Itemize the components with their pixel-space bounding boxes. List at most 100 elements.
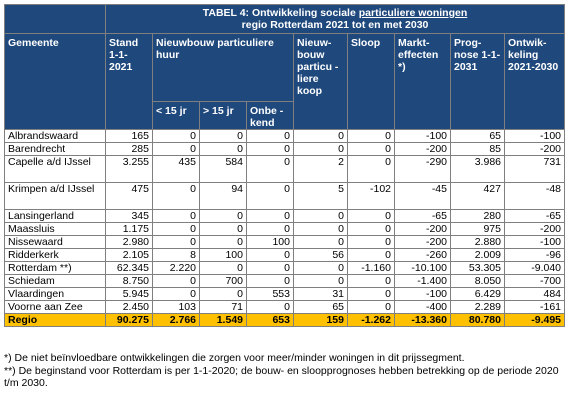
- cell-gt15: 71: [199, 300, 247, 314]
- cell-stand: 2.980: [105, 235, 153, 249]
- cell-stand: 1.175: [105, 222, 153, 236]
- cell-ontwikkeling: -65: [503, 209, 566, 223]
- cell-gt15: 700: [199, 274, 247, 288]
- cell-lt15: 0: [152, 274, 200, 288]
- title-underlined: particuliere woningen: [358, 7, 468, 19]
- cell-lt15: 0: [152, 222, 200, 236]
- cell-stand: 475: [105, 182, 153, 210]
- total-cell-prognose: 80.780: [450, 313, 505, 327]
- header-lt15: < 15 jr: [152, 101, 200, 130]
- cell-onbekend: 0: [246, 209, 294, 223]
- cell-koop: 0: [293, 235, 348, 249]
- cell-koop: 0: [293, 209, 348, 223]
- cell-gemeente: Barendrecht: [4, 142, 106, 156]
- header-prognose: Prog-nose 1-1-2031: [450, 33, 505, 130]
- table-row: Nissewaard 2.980 0 0 100 0 0 -200 2.880 -100: [4, 235, 566, 249]
- cell-onbekend: 0: [246, 248, 294, 262]
- cell-ontwikkeling: -96: [503, 248, 566, 262]
- total-cell-sloop: -1.262: [347, 313, 395, 327]
- cell-onbekend: 0: [246, 222, 294, 236]
- cell-prognose: 53.305: [450, 261, 505, 275]
- cell-prognose: 2.009: [450, 248, 505, 262]
- cell-onbekend: 0: [246, 129, 294, 143]
- header-sloop: Sloop: [347, 33, 395, 130]
- cell-ontwikkeling: -161: [503, 300, 566, 314]
- table-row: Albrandswaard 165 0 0 0 0 0 -100 65 -100: [4, 129, 566, 143]
- cell-gemeente: Nissewaard: [4, 235, 106, 249]
- cell-stand: 5.945: [105, 287, 153, 301]
- cell-lt15: 435: [152, 155, 200, 183]
- cell-gemeente: Capelle a/d IJssel: [4, 155, 106, 183]
- cell-koop: 2: [293, 155, 348, 183]
- table-row: Barendrecht 285 0 0 0 0 0 -200 85 -200: [4, 142, 566, 156]
- cell-prognose: 427: [450, 182, 505, 210]
- cell-gemeente: Albrandswaard: [4, 129, 106, 143]
- header-stand: Stand 1-1-2021: [105, 33, 153, 130]
- cell-gemeente: Rotterdam **): [4, 261, 106, 275]
- table-row: Maassluis 1.175 0 0 0 0 0 -200 975 -200: [4, 222, 566, 236]
- cell-lt15: 0: [152, 235, 200, 249]
- cell-sloop: 0: [347, 129, 395, 143]
- title-prefix: TABEL 4: Ontwikkeling sociale: [202, 7, 359, 19]
- cell-ontwikkeling: 484: [503, 287, 566, 301]
- cell-onbekend: 0: [246, 182, 294, 210]
- cell-koop: 0: [293, 129, 348, 143]
- header-gemeente: Gemeente: [4, 33, 106, 130]
- cell-ontwikkeling: -100: [503, 129, 566, 143]
- cell-onbekend: 0: [246, 155, 294, 183]
- cell-prognose: 6.429: [450, 287, 505, 301]
- cell-lt15: 0: [152, 129, 200, 143]
- cell-prognose: 3.986: [450, 155, 505, 183]
- cell-sloop: 0: [347, 248, 395, 262]
- cell-sloop: 0: [347, 209, 395, 223]
- cell-prognose: 65: [450, 129, 505, 143]
- header-gt15: > 15 jr: [199, 101, 247, 130]
- cell-koop: 0: [293, 274, 348, 288]
- table-row: Rotterdam **) 62.345 2.220 0 0 0 -1.160 -10.100…: [4, 261, 566, 275]
- cell-prognose: 280: [450, 209, 505, 223]
- cell-markt: -10.100: [394, 261, 451, 275]
- woningen-table: TABEL 4: Ontwikkeling sociale particulie…: [4, 4, 566, 327]
- cell-markt: -200: [394, 222, 451, 236]
- total-cell-gt15: 1.549: [199, 313, 247, 327]
- cell-gt15: 0: [199, 142, 247, 156]
- cell-ontwikkeling: -48: [503, 182, 566, 210]
- cell-ontwikkeling: -9.040: [503, 261, 566, 275]
- cell-koop: 0: [293, 222, 348, 236]
- cell-lt15: 8: [152, 248, 200, 262]
- cell-gt15: 0: [199, 222, 247, 236]
- cell-prognose: 2.880: [450, 235, 505, 249]
- cell-gemeente: Voorne aan Zee: [4, 300, 106, 314]
- cell-onbekend: 0: [246, 300, 294, 314]
- cell-markt: -400: [394, 300, 451, 314]
- cell-gt15: 584: [199, 155, 247, 183]
- table-row: Schiedam 8.750 0 700 0 0 0 -1.400 8.050 -700: [4, 274, 566, 288]
- total-cell-lt15: 2.766: [152, 313, 200, 327]
- table-row: Lansingerland 345 0 0 0 0 0 -65 280 -65: [4, 209, 566, 223]
- cell-koop: 0: [293, 261, 348, 275]
- cell-stand: 285: [105, 142, 153, 156]
- cell-markt: -200: [394, 235, 451, 249]
- cell-gemeente: Maassluis: [4, 222, 106, 236]
- cell-sloop: 0: [347, 274, 395, 288]
- cell-gt15: 94: [199, 182, 247, 210]
- cell-gt15: 0: [199, 287, 247, 301]
- total-cell-onbekend: 653: [246, 313, 294, 327]
- header-ontwikkeling: Ontwik-keling 2021-2030: [503, 33, 566, 130]
- title-line2: regio Rotterdam 2021 tot en met 2030: [241, 19, 429, 31]
- total-cell-koop: 159: [293, 313, 348, 327]
- cell-gemeente: Schiedam: [4, 274, 106, 288]
- total-cell-gemeente: Regio: [4, 313, 106, 327]
- cell-ontwikkeling: -100: [503, 235, 566, 249]
- cell-markt: -290: [394, 155, 451, 183]
- table-row: Vlaardingen 5.945 0 0 553 31 0 -100 6.429 484: [4, 287, 566, 301]
- cell-lt15: 0: [152, 182, 200, 210]
- total-cell-ontwikkeling: -9.495: [503, 313, 566, 327]
- cell-stand: 3.255: [105, 155, 153, 183]
- cell-stand: 2.450: [105, 300, 153, 314]
- cell-gt15: 0: [199, 129, 247, 143]
- cell-stand: 62.345: [105, 261, 153, 275]
- cell-onbekend: 100: [246, 235, 294, 249]
- cell-markt: -45: [394, 182, 451, 210]
- cell-sloop: 0: [347, 300, 395, 314]
